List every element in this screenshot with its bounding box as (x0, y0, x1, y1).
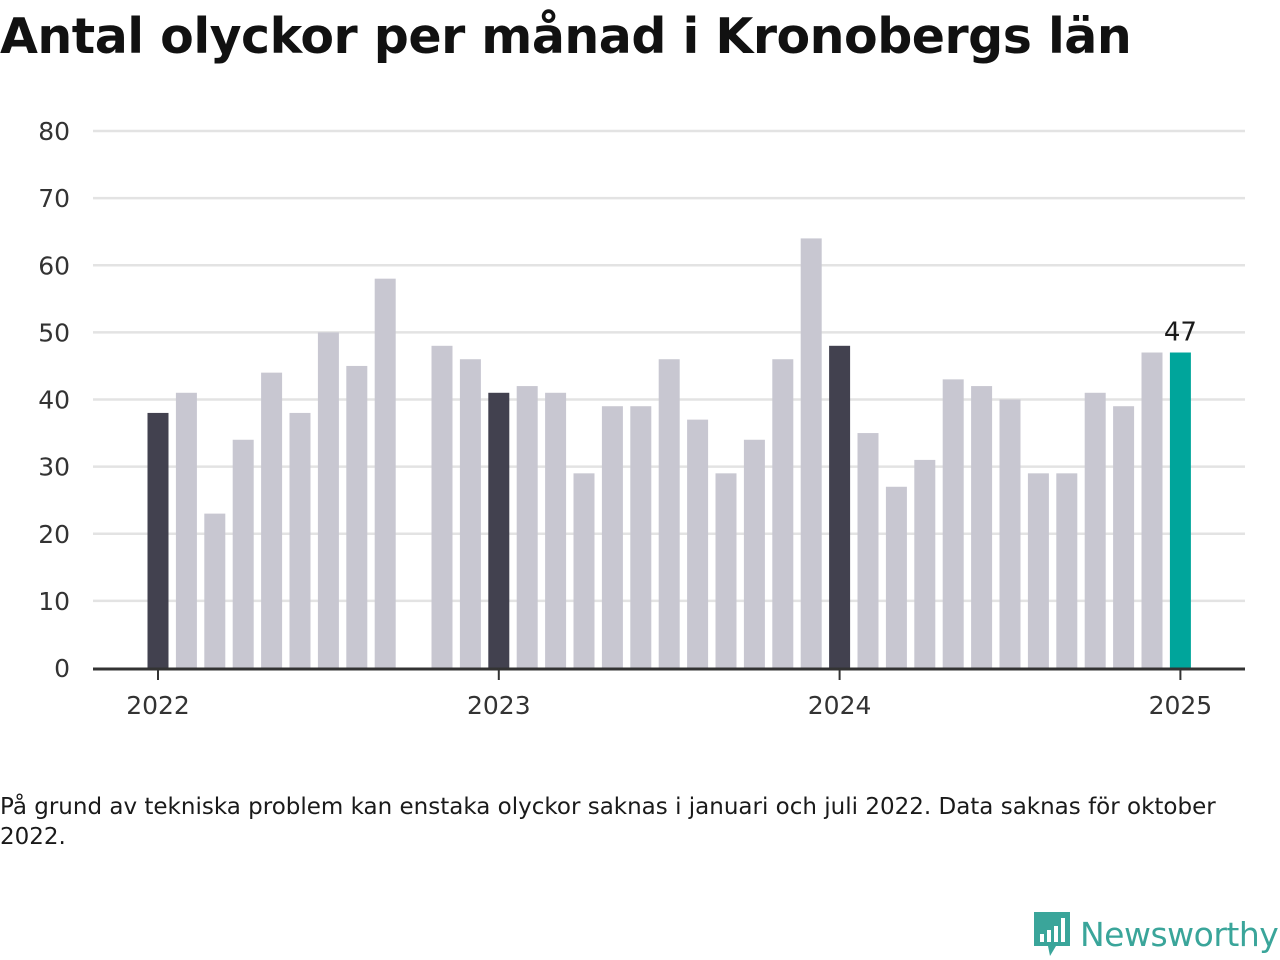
y-tick-label: 60 (38, 251, 70, 280)
bar-2022-07 (317, 332, 339, 668)
y-tick-label: 50 (38, 318, 70, 347)
x-axis-ticks: 2022 2023 2024 2025 (126, 668, 1212, 720)
bar-2022-06 (289, 412, 311, 668)
bar-2023-08 (687, 419, 709, 668)
newsworthy-logo: Newsworthy (1032, 910, 1279, 958)
bar-2024-08 (1027, 473, 1049, 668)
bar-2022-04 (232, 439, 254, 668)
bar-2025-01 (1169, 352, 1191, 668)
x-tick-label: 2023 (467, 691, 531, 720)
bar-2022-08 (346, 365, 368, 668)
y-tick-label: 40 (38, 386, 70, 415)
bar-chart: 0 10 20 30 40 50 60 70 80 2022 2023 2024 2025 47 (38, 117, 1245, 720)
bar-2022-01 (147, 412, 169, 668)
bar-2023-02 (516, 386, 538, 668)
y-tick-label: 20 (38, 520, 70, 549)
bar-2024-09 (1056, 473, 1078, 668)
y-tick-label: 10 (38, 587, 70, 616)
bar-2024-11 (1113, 406, 1135, 668)
bar-2024-10 (1084, 392, 1106, 668)
bar-2024-03 (885, 486, 907, 668)
bar-2022-11 (431, 345, 453, 668)
y-tick-label: 70 (38, 184, 70, 213)
y-tick-label: 30 (38, 453, 70, 482)
y-axis-ticks: 0 10 20 30 40 50 60 70 80 (38, 117, 70, 683)
footnote: På grund av tekniska problem kan enstaka… (0, 794, 1216, 850)
bar-2023-01 (488, 392, 510, 668)
bar-2023-09 (715, 473, 737, 668)
bar-2023-06 (630, 406, 652, 668)
chart-title: Antal olyckor per månad i Kronobergs län (0, 8, 1132, 65)
bar-2022-12 (459, 359, 481, 668)
bar-2024-01 (829, 345, 851, 668)
bar-2023-11 (772, 359, 794, 668)
bar-2022-09 (374, 278, 396, 668)
brand-name: Newsworthy (1080, 914, 1279, 954)
bar-2024-02 (857, 433, 879, 668)
bar-2022-03 (204, 513, 226, 668)
bar-2024-06 (971, 386, 993, 668)
bar-2023-03 (545, 392, 567, 668)
bar-2024-12 (1141, 352, 1163, 668)
bar-2023-07 (658, 359, 680, 668)
bar-2022-05 (261, 372, 283, 668)
y-tick-label: 0 (54, 654, 70, 683)
bar-2023-12 (800, 238, 822, 668)
bar-2023-10 (743, 439, 765, 668)
data-label: 47 (1164, 318, 1197, 348)
bar-2024-04 (914, 459, 936, 668)
data-labels: 47 (1164, 318, 1197, 348)
x-tick-label: 2024 (808, 691, 872, 720)
bar-2023-04 (573, 473, 595, 668)
y-tick-label: 80 (38, 117, 70, 146)
bar-2024-05 (942, 379, 964, 668)
bar-2024-07 (999, 399, 1021, 668)
chart-bubble-icon (1034, 912, 1070, 956)
bar-2022-02 (175, 392, 197, 668)
x-tick-label: 2022 (126, 691, 190, 720)
bar-2023-05 (601, 406, 623, 668)
bars (147, 238, 1191, 668)
x-tick-label: 2025 (1149, 691, 1213, 720)
